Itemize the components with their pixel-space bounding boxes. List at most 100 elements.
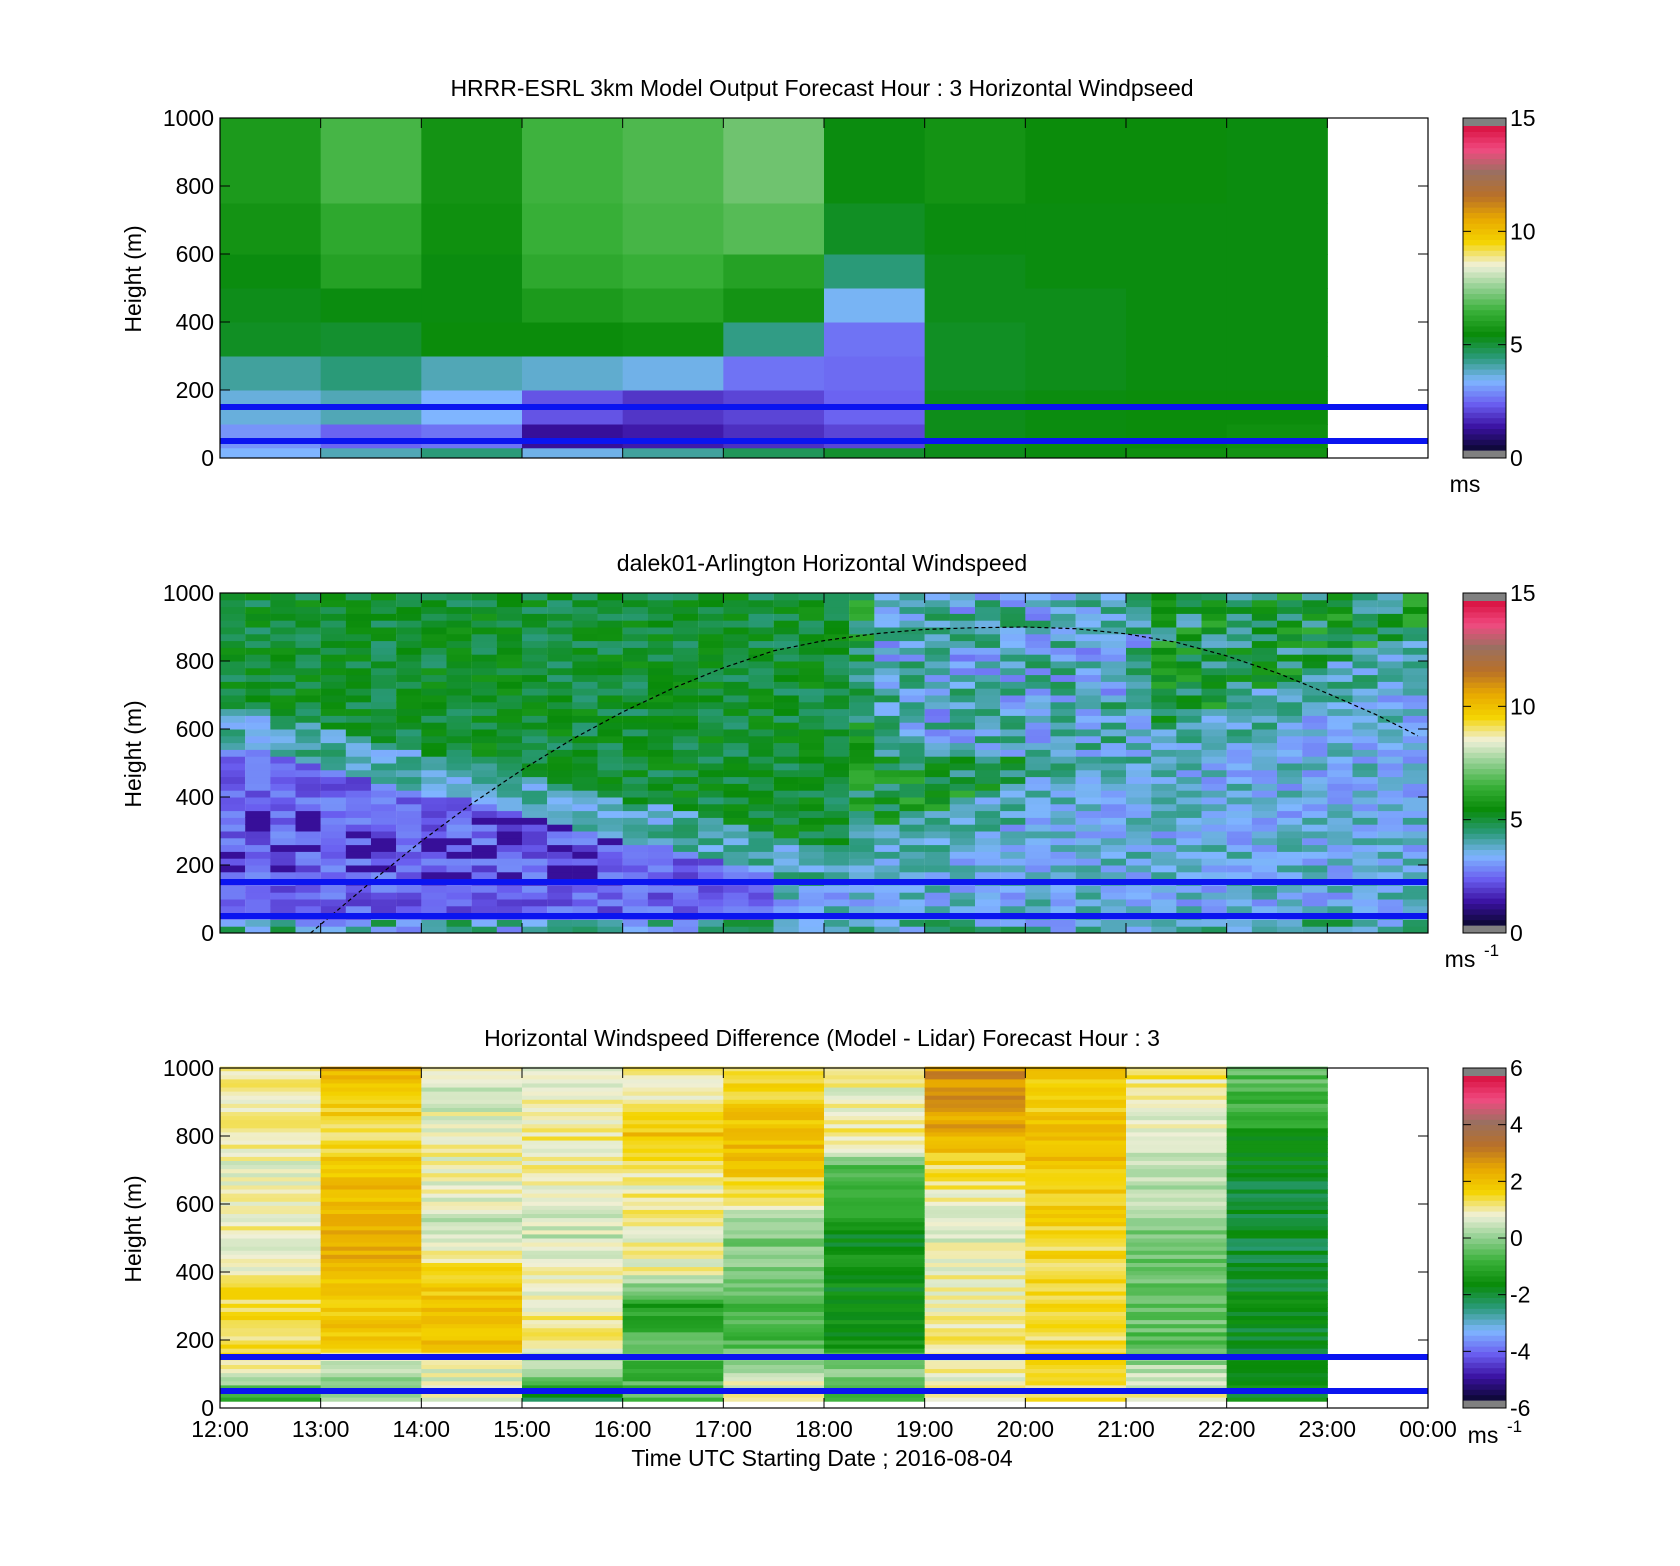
heatmap-cell	[924, 1372, 1026, 1378]
heatmap-cell	[1352, 735, 1378, 744]
heatmap-cell	[1000, 763, 1026, 771]
heatmap-cell	[1377, 708, 1403, 716]
heatmap-cell	[1100, 599, 1127, 608]
heatmap-cell	[874, 701, 900, 710]
heatmap-cell	[1025, 1278, 1127, 1284]
heatmap-cell	[572, 654, 598, 662]
heatmap-cell	[220, 613, 246, 621]
heatmap-cell	[421, 810, 447, 818]
heatmap-cell	[1377, 681, 1403, 689]
heatmap-cell	[371, 620, 397, 628]
heatmap-cell	[622, 899, 648, 907]
heatmap-cell	[824, 899, 850, 907]
heatmap-cell	[824, 613, 850, 621]
heatmap-cell	[1377, 647, 1403, 655]
heatmap-cell	[824, 824, 850, 832]
heatmap-cell	[396, 817, 422, 825]
heatmap-cell	[597, 769, 623, 778]
heatmap-cell	[1226, 1286, 1328, 1292]
heatmap-cell	[622, 1393, 724, 1398]
heatmap-cell	[723, 1074, 825, 1080]
heatmap-cell	[1226, 1140, 1328, 1145]
heatmap-cell	[320, 1262, 422, 1268]
heatmap-cell	[1226, 1348, 1328, 1353]
heatmap-cell	[496, 722, 523, 730]
heatmap-cell	[698, 667, 724, 676]
heatmap-cell	[1025, 1299, 1127, 1304]
heatmap-cell	[597, 790, 623, 798]
heatmap-cell	[1402, 844, 1429, 852]
heatmap-cell	[924, 1266, 1026, 1272]
colorbar-tick-label: -2	[1510, 1282, 1530, 1308]
heatmap-cell	[421, 1376, 523, 1382]
heatmap-cell	[849, 899, 875, 907]
heatmap-cell	[924, 661, 950, 669]
heatmap-cell	[345, 831, 372, 839]
heatmap-cell	[849, 715, 875, 723]
heatmap-cell	[1126, 1340, 1228, 1345]
heatmap-cell	[1226, 1258, 1328, 1263]
heatmap-cell	[1226, 1266, 1328, 1272]
heatmap-cell	[320, 613, 346, 621]
heatmap-cell	[924, 1103, 1026, 1108]
heatmap-cell	[1226, 1074, 1328, 1080]
heatmap-cell	[798, 606, 825, 614]
heatmap-cell	[320, 871, 346, 880]
colorbar-step	[1463, 439, 1506, 446]
heatmap-cell	[899, 688, 925, 696]
heatmap-cell	[622, 1299, 724, 1304]
heatmap-cell	[673, 701, 699, 710]
heatmap-cell	[748, 817, 774, 825]
heatmap-cell	[446, 715, 472, 723]
heatmap-cell	[421, 858, 447, 866]
colorbar-step	[1463, 196, 1506, 203]
heatmap-cell	[824, 688, 850, 696]
heatmap-cell	[320, 424, 422, 449]
heatmap-cell	[1176, 905, 1202, 914]
heatmap-cell	[396, 783, 422, 791]
heatmap-cell	[773, 831, 799, 839]
heatmap-cell	[1352, 593, 1378, 601]
heatmap-cell	[1201, 593, 1227, 601]
colorbar-tick-label: 6	[1510, 1055, 1523, 1081]
heatmap-cell	[1226, 1238, 1328, 1243]
heatmap-cell	[824, 1229, 926, 1235]
heatmap-cell	[1126, 1201, 1228, 1206]
heatmap-cell	[320, 1270, 422, 1276]
heatmap-cell	[1126, 1082, 1228, 1088]
heatmap-cell	[673, 599, 699, 608]
heatmap-cell	[1151, 729, 1177, 737]
colorbar-step	[1463, 142, 1506, 149]
colorbar-step	[1463, 180, 1506, 186]
heatmap-cell	[975, 735, 1001, 744]
heatmap-cell	[471, 620, 497, 628]
heatmap-cell	[1000, 831, 1026, 839]
heatmap-cell	[572, 926, 598, 934]
heatmap-cell	[622, 1368, 724, 1374]
heatmap-cell	[1126, 1131, 1228, 1137]
heatmap-cell	[572, 803, 598, 812]
heatmap-cell	[924, 1291, 1026, 1296]
heatmap-cell	[471, 797, 497, 805]
heatmap-cell	[1402, 763, 1429, 771]
heatmap-cell	[824, 1380, 926, 1386]
heatmap-cell	[320, 715, 346, 723]
heatmap-cell	[1126, 1335, 1228, 1341]
heatmap-cell	[1377, 674, 1403, 682]
heatmap-cell	[1100, 674, 1127, 682]
heatmap-cell	[1151, 667, 1177, 676]
heatmap-cell	[1126, 1364, 1228, 1370]
heatmap-cell	[371, 763, 397, 771]
heatmap-cell	[1025, 695, 1051, 703]
heatmap-cell	[1176, 640, 1202, 648]
heatmap-cell	[1377, 701, 1403, 710]
heatmap-cell	[1277, 661, 1303, 669]
heatmap-cell	[1126, 1180, 1228, 1186]
heatmap-cell	[824, 1148, 926, 1153]
heatmap-cell	[1000, 783, 1026, 791]
heatmap-cell	[396, 654, 422, 662]
heatmap-cell	[1226, 1397, 1328, 1402]
heatmap-cell	[522, 735, 548, 744]
heatmap-cell	[220, 203, 322, 255]
